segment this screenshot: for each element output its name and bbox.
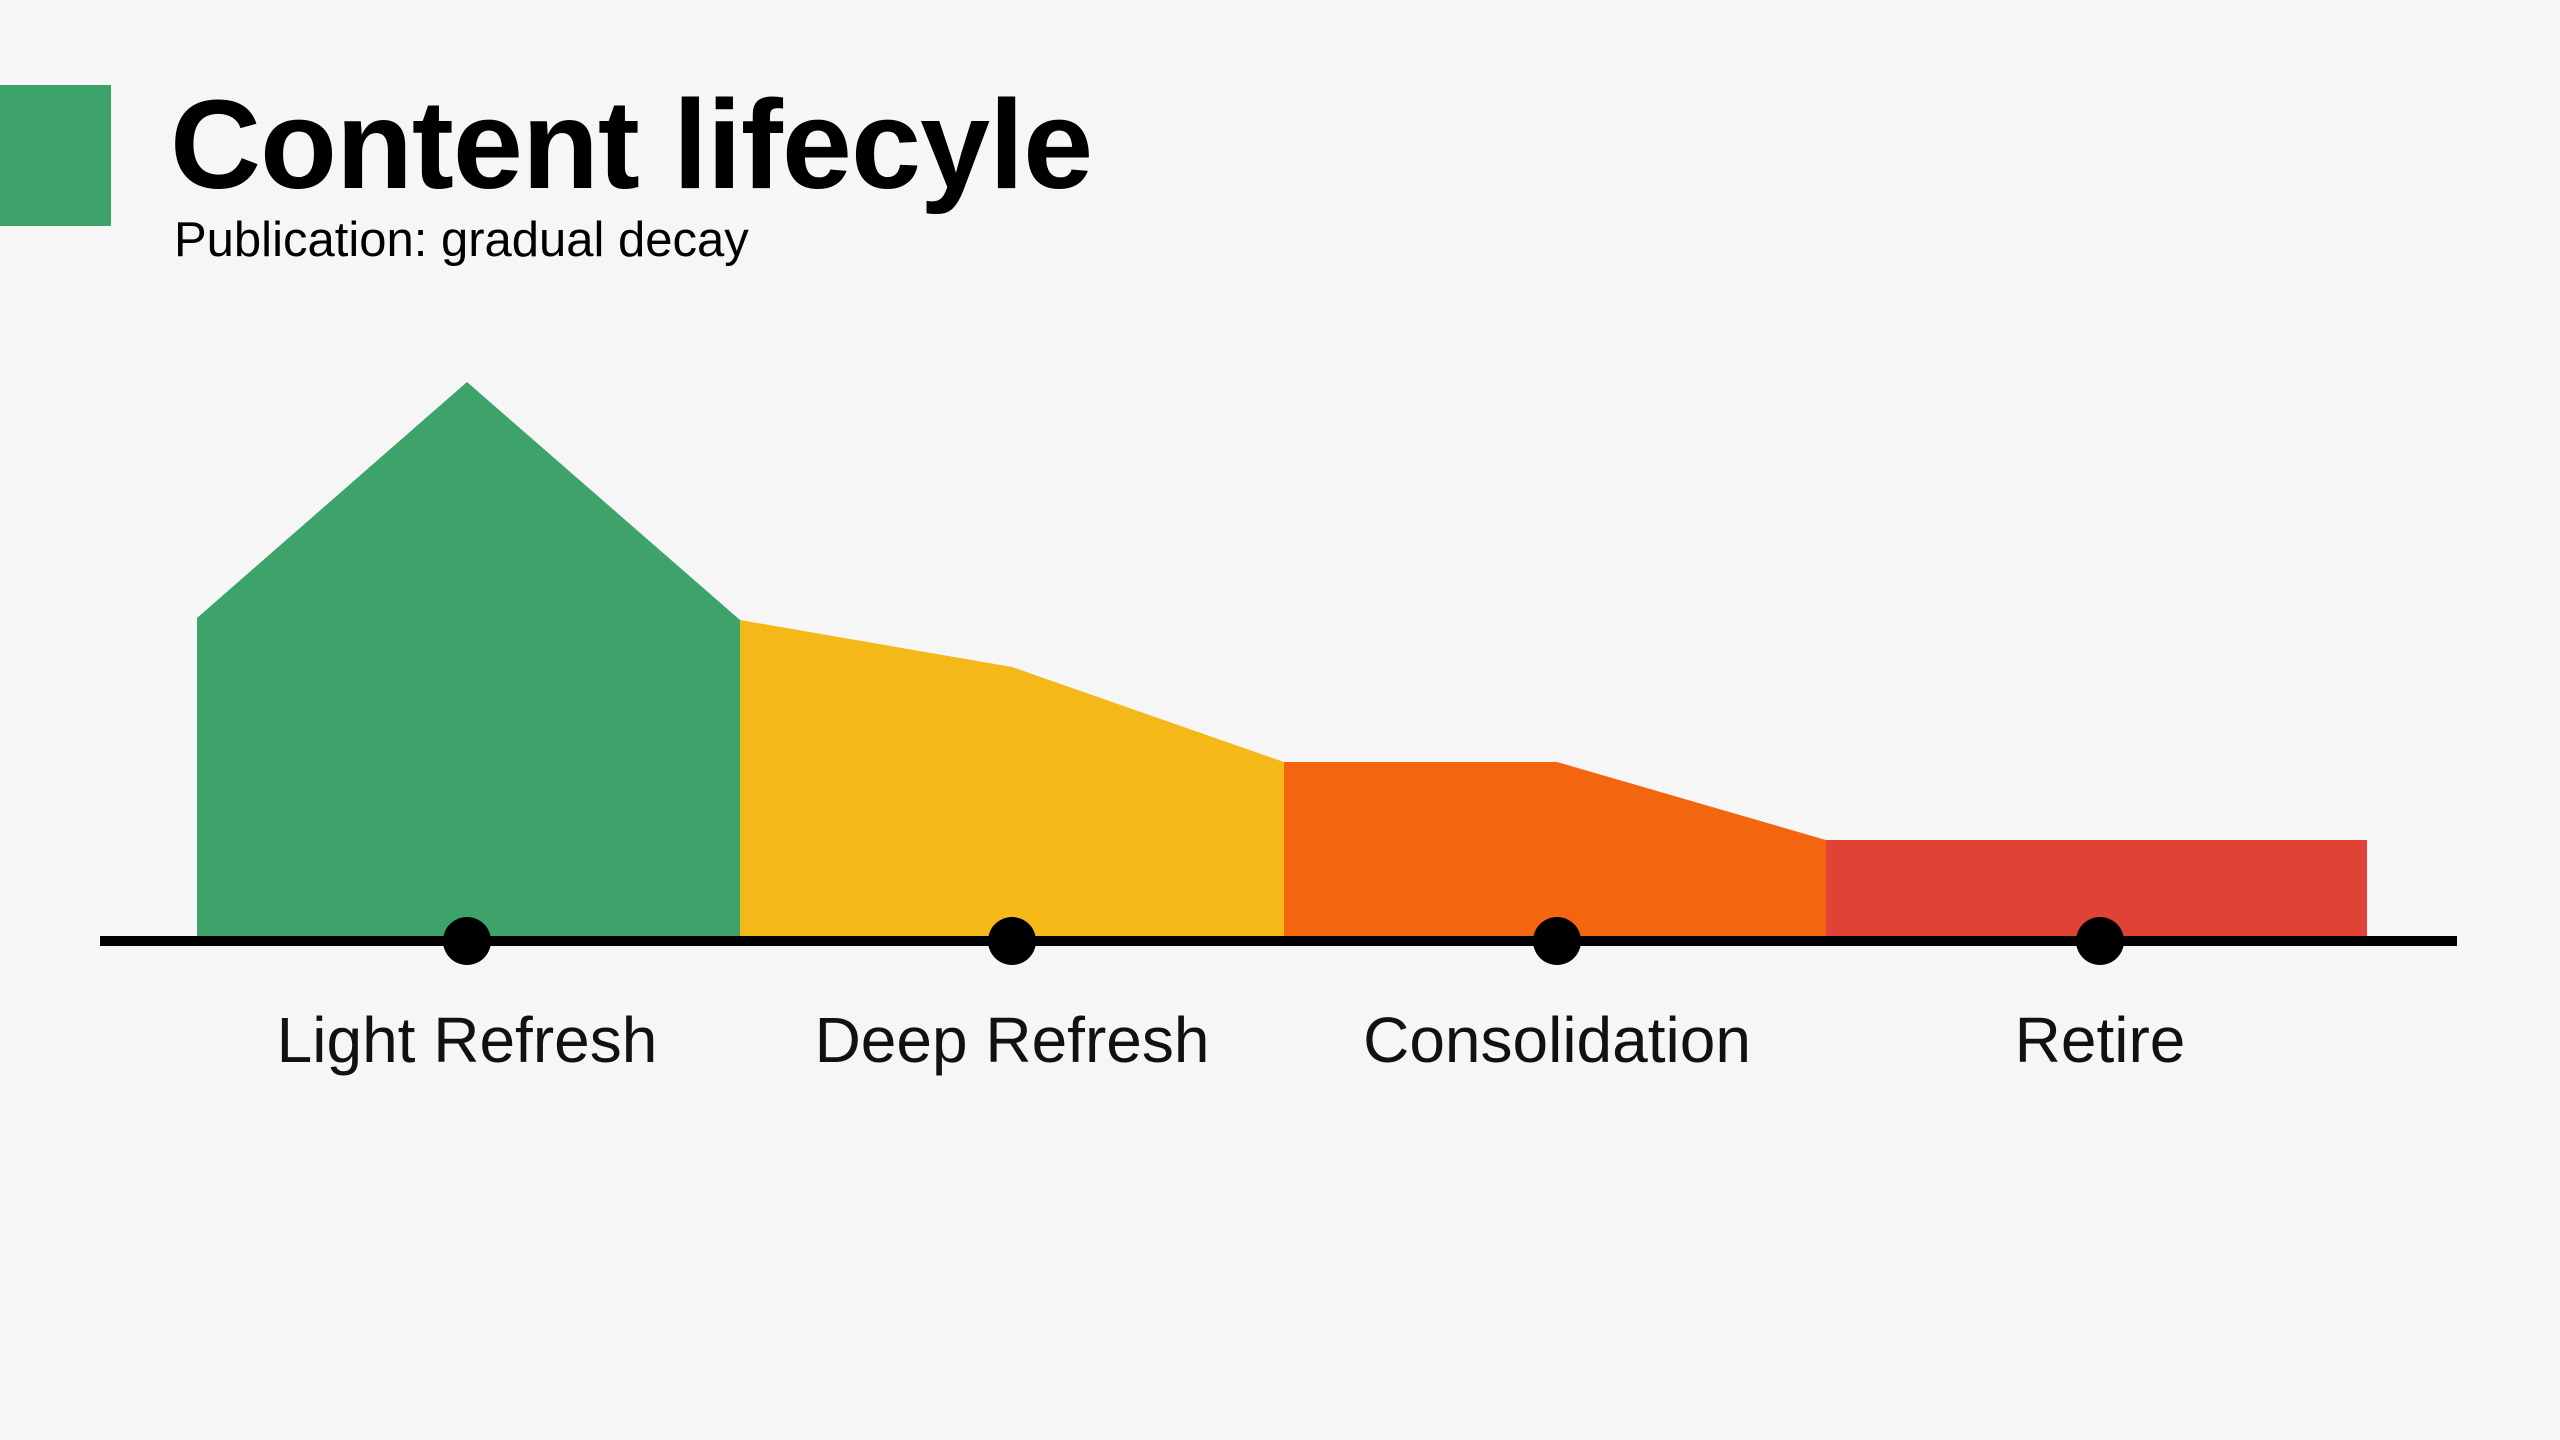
stage-label-light-refresh: Light Refresh: [277, 1004, 658, 1076]
stage-marker-consolidation: [1533, 917, 1581, 965]
page-subtitle: Publication: gradual decay: [174, 213, 749, 267]
stage-label-deep-refresh: Deep Refresh: [815, 1004, 1210, 1076]
stage-area-consolidation: [1284, 762, 1826, 938]
stage-marker-light-refresh: [443, 917, 491, 965]
stage-marker-deep-refresh: [988, 917, 1036, 965]
stage-label-consolidation: Consolidation: [1363, 1004, 1751, 1076]
page-title: Content lifecyle: [170, 74, 1093, 215]
stage-area-retire: [1826, 840, 2367, 938]
stage-marker-retire: [2076, 917, 2124, 965]
stage-area-light-refresh: [197, 382, 740, 938]
stage-area-deep-refresh: [740, 620, 1284, 938]
accent-block: [0, 85, 111, 226]
stage-label-retire: Retire: [2015, 1004, 2186, 1076]
